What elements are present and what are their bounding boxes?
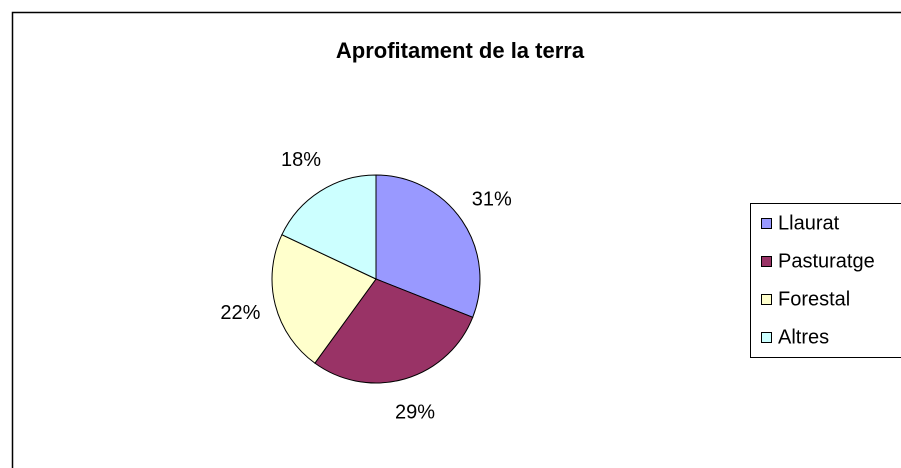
legend-swatch xyxy=(761,294,772,305)
pie-slice xyxy=(314,278,474,384)
legend-swatch xyxy=(761,256,772,267)
data-label: 18% xyxy=(281,149,321,171)
legend-swatch xyxy=(761,218,772,229)
chart-title: Aprofitament de la terra xyxy=(336,38,585,63)
data-label: 22% xyxy=(220,302,260,324)
legend-label: Altres xyxy=(778,326,829,348)
legend-swatch xyxy=(761,332,772,343)
legend-label: Pasturatge xyxy=(778,250,875,272)
legend-box xyxy=(750,203,901,358)
pie-slice xyxy=(375,174,481,318)
legend-label: Llaurat xyxy=(778,212,840,234)
data-label: 29% xyxy=(395,402,435,424)
data-label: 31% xyxy=(472,189,512,211)
pie-slice xyxy=(281,174,377,280)
legend-label: Forestal xyxy=(778,288,850,310)
